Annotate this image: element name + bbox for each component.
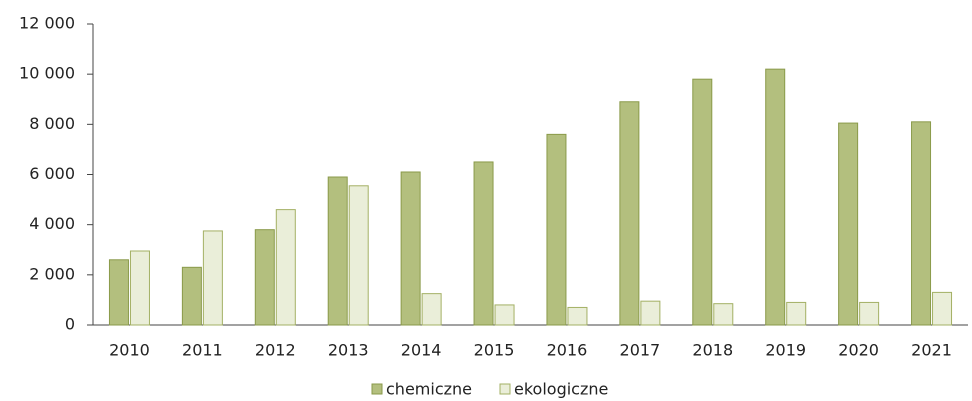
bar [640, 300, 661, 326]
bar [692, 78, 713, 326]
bar [546, 133, 567, 326]
x-tick-label: 2019 [765, 341, 806, 360]
bar [713, 303, 734, 326]
legend-label: chemiczne [386, 380, 472, 399]
bar [765, 68, 786, 326]
bar [567, 306, 588, 326]
x-tick-label: 2010 [109, 341, 150, 360]
y-tick-label: 6 000 [29, 164, 75, 183]
bar [932, 291, 953, 326]
bar [181, 266, 202, 326]
bar [254, 229, 275, 326]
x-tick-label: 2014 [401, 341, 442, 360]
y-tick-label: 8 000 [29, 114, 75, 133]
bar [400, 171, 421, 326]
x-tick-label: 2015 [474, 341, 515, 360]
bar [348, 185, 369, 326]
y-tick-label: 10 000 [19, 64, 75, 83]
x-tick-label: 2020 [838, 341, 879, 360]
y-tick-label: 4 000 [29, 214, 75, 233]
x-tick-label: 2013 [328, 341, 369, 360]
bar [129, 250, 150, 326]
x-tick-label: 2016 [547, 341, 588, 360]
x-tick-label: 2021 [911, 341, 952, 360]
bar [421, 293, 442, 326]
bar [838, 122, 859, 326]
bar [859, 301, 880, 326]
y-tick-label: 0 [65, 315, 75, 334]
x-tick-label: 2012 [255, 341, 296, 360]
bar [619, 101, 640, 326]
bar [473, 161, 494, 326]
bar [786, 301, 807, 326]
x-tick-label: 2018 [692, 341, 733, 360]
legend-label: ekologiczne [514, 380, 608, 399]
bar [202, 230, 223, 326]
x-tick-label: 2011 [182, 341, 223, 360]
bar [275, 209, 296, 326]
bar [108, 259, 129, 326]
bar [327, 176, 348, 326]
y-tick-label: 12 000 [19, 14, 75, 33]
bar [911, 121, 932, 326]
legend-swatch [371, 383, 383, 395]
x-tick-label: 2017 [620, 341, 661, 360]
legend-swatch [499, 383, 511, 395]
y-tick-label: 2 000 [29, 264, 75, 283]
bar [494, 304, 515, 326]
